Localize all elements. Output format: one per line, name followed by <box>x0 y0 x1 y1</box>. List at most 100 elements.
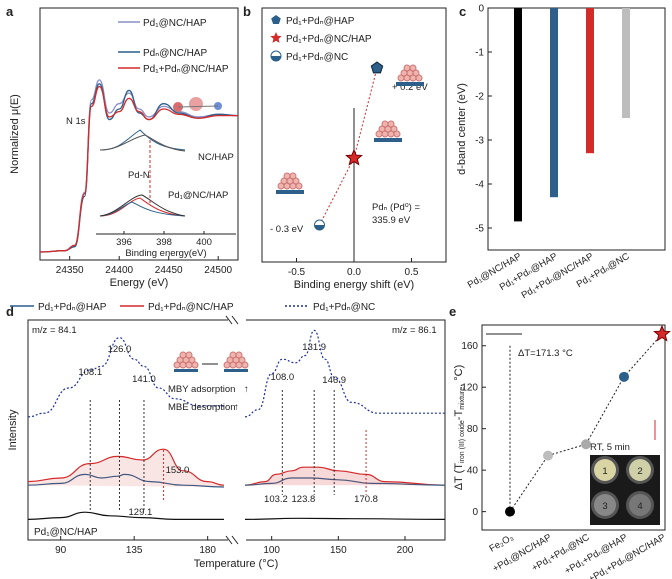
panel-b-support <box>374 138 402 142</box>
panel-d-mz-right: m/z = 86.1 <box>392 325 437 336</box>
panel-a-xtick-label: 24400 <box>105 265 133 276</box>
panel-e-frame <box>481 324 666 531</box>
panel-c-ytick-label: -5 <box>475 224 484 235</box>
panel-d-break <box>231 535 239 545</box>
panel-d-nanoparticle-atom <box>238 356 246 364</box>
panel-e-ylabel-part: , °C) <box>453 365 465 387</box>
panel-b-point-nc-fill <box>314 225 325 230</box>
panel-c-frame <box>487 7 666 251</box>
panel-b-legend-item: Pd₁+Pdₙ@NC <box>286 52 348 63</box>
panel-b-nanoparticle-atom <box>283 172 291 180</box>
panel-e-trend <box>509 333 663 512</box>
panel-b-support <box>396 82 424 86</box>
panel-d-nanoparticle-atom <box>188 356 196 364</box>
panel-e-point <box>581 439 591 450</box>
panel-e-ylabel: ΔT (Tiron (III) oxide-Tmixture, °C) <box>453 365 466 491</box>
panel-d-peak-label: 123.8 <box>292 494 316 505</box>
panel-b-legend-symbol-nc-fill <box>271 56 281 61</box>
panel-e-point <box>619 371 629 382</box>
panel-d-xlabel: Temperature (°C) <box>194 558 278 570</box>
panel-d-axis-break-mask <box>228 316 246 544</box>
panel-a-inset-xlabel: Binding energy(eV) <box>125 248 206 259</box>
panel-b-nanoparticle-atom <box>393 130 401 138</box>
panel-label-d: d <box>6 304 14 319</box>
panel-label-b: b <box>243 4 251 19</box>
panel-c-ylabel: d-band center (eV) <box>456 83 468 175</box>
panel-a-inset-label-top: NC/HAP <box>198 152 234 163</box>
panel-d-xtick-label: 90 <box>55 545 67 556</box>
panel-b-xtick-label: 0.5 <box>405 267 419 278</box>
panel-d-support <box>224 369 248 372</box>
panel-e-point <box>505 506 515 517</box>
panel-b-point-hap <box>370 61 384 74</box>
panel-a-inset-label-bot: Pd₁@NC/HAP <box>168 190 228 201</box>
panel-d-peak-label: 153.0 <box>166 465 190 476</box>
panel-b-point-ncHAP <box>345 148 363 166</box>
panel-e-ylabel-part: ΔT (T <box>453 463 465 491</box>
panel-d-support <box>174 369 198 372</box>
panel-a-inset-tick-label: 398 <box>156 237 172 248</box>
panel-a-inset-fit-top <box>99 129 186 151</box>
panel-d-series-left-1 <box>27 448 225 486</box>
panel-d-peak-label: 126.0 <box>108 344 132 355</box>
panel-c-ytick-label: 0 <box>478 4 484 15</box>
panel-e-well <box>594 459 616 481</box>
panel-d-peak-label: 103.2 <box>264 494 288 505</box>
panel-d-arrow-up: ↑ <box>234 402 239 413</box>
panel-b-xtick-label: -0.5 <box>288 267 306 278</box>
panel-e-point <box>543 450 553 461</box>
panel-d-xtick-label: 200 <box>397 545 414 556</box>
panel-e-well <box>629 459 651 481</box>
panel-e-ylabel-part: iron (III) oxide <box>459 420 466 463</box>
panel-d-peak-label: 170.8 <box>354 494 378 505</box>
panel-b-nanoparticle-atom <box>381 120 389 128</box>
panel-label-a: a <box>6 4 14 19</box>
panel-a-inset-tick-label: 400 <box>196 237 212 248</box>
panel-d-series-left-3 <box>27 511 224 521</box>
panel-e-rt-label: RT, 5 min <box>590 442 630 453</box>
panel-b-nanoparticle-atom <box>295 182 303 190</box>
panel-e-ytick-label: 120 <box>461 383 478 394</box>
panel-d-ylabel: Intensity <box>7 409 19 450</box>
panel-d-nanoparticle-atom <box>185 351 193 359</box>
panel-b-nanoparticle-atom <box>409 64 417 72</box>
panel-label-c: c <box>459 4 466 19</box>
panel-b-legend-symbol-ncHAP <box>270 32 282 43</box>
panel-c-bar <box>622 8 630 118</box>
panel-d-break <box>225 535 233 545</box>
panel-a-inset-n1s: N 1s <box>66 116 86 127</box>
panel-b-ref1: Pdₙ (Pd⁰) = <box>372 202 420 213</box>
panel-c-bar <box>586 8 594 154</box>
panel-a-inset-fit-top2 <box>99 134 186 152</box>
panel-b-xtick-label: 0.0 <box>347 267 361 278</box>
panel-d-series-right-3 <box>244 517 446 520</box>
panel-e-well <box>629 494 651 516</box>
panel-a-frame <box>39 7 239 261</box>
panel-d-xtick-label: 135 <box>126 545 143 556</box>
panel-a-inset-fit-bot2 <box>99 201 186 217</box>
panel-d-break <box>225 315 233 325</box>
panel-d-break <box>231 315 239 325</box>
panel-d-xtick-label: 150 <box>330 545 347 556</box>
panel-d-series-right-2 <box>244 477 446 486</box>
panel-d-series-left-0 <box>27 336 224 418</box>
panel-d-legend-item: Pd₁+Pdₙ@NC <box>313 302 375 313</box>
panel-b-ann-plus: + 0.2 eV <box>392 82 428 93</box>
panel-e-point-star <box>653 324 671 342</box>
panel-d-xtick-label: 100 <box>263 545 280 556</box>
panel-e-ytick-label: 80 <box>467 424 479 435</box>
panel-d-nanoparticle-atom <box>179 351 187 359</box>
panel-d-area-left <box>28 449 224 487</box>
panel-e-well <box>594 494 616 516</box>
panel-d-area-right <box>245 467 445 486</box>
panel-b-nanoparticle-atom <box>292 177 300 185</box>
panel-a-series-2 <box>39 85 238 253</box>
panel-c-bar <box>514 8 522 222</box>
panel-d-nanoparticle-atom <box>235 351 243 359</box>
panel-a-inset-fit-bot <box>99 197 186 217</box>
panel-e-dt-label: ΔT=171.3 °C <box>518 348 573 359</box>
panel-b-nanoparticle-atom <box>390 125 398 133</box>
panel-d-peak-label: 129.1 <box>129 507 153 518</box>
panel-e-well-label: 1 <box>602 466 607 477</box>
panel-a-legend-item: Pd₁@NC/HAP <box>143 18 207 29</box>
